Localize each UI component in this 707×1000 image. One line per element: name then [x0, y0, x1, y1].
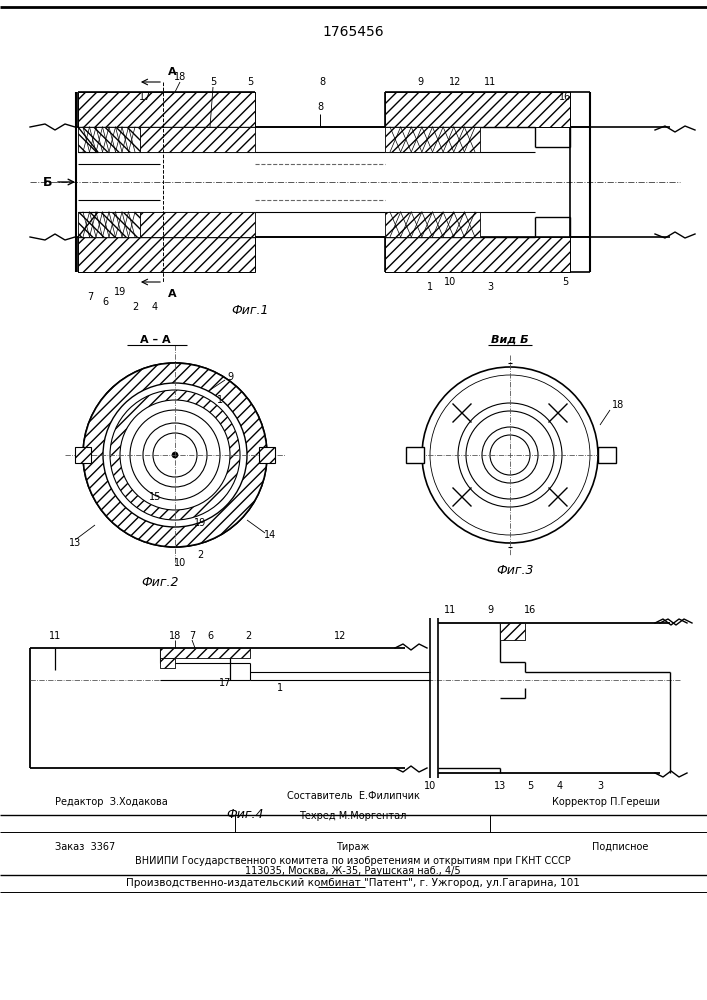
Text: 10: 10: [444, 277, 456, 287]
Text: Б: Б: [42, 176, 52, 188]
Polygon shape: [385, 127, 480, 152]
Text: 2: 2: [132, 302, 138, 312]
Text: Вид Б: Вид Б: [491, 335, 529, 345]
Text: А: А: [168, 67, 177, 77]
Text: Техред М.Моргентал: Техред М.Моргентал: [299, 811, 407, 821]
Circle shape: [120, 400, 230, 510]
Text: Фиг.3: Фиг.3: [496, 564, 534, 576]
Polygon shape: [78, 127, 140, 152]
Circle shape: [482, 427, 538, 483]
Text: 17: 17: [139, 92, 151, 102]
Text: 12: 12: [334, 631, 346, 641]
Polygon shape: [140, 212, 255, 237]
Bar: [598, 447, 616, 463]
Text: 14: 14: [264, 530, 276, 540]
Text: Фиг.2: Фиг.2: [141, 576, 179, 589]
Text: 11: 11: [49, 631, 61, 641]
Text: 113035, Москва, Ж-35, Раушская наб., 4/5: 113035, Москва, Ж-35, Раушская наб., 4/5: [245, 866, 461, 876]
Text: 10: 10: [424, 781, 436, 791]
Text: А – А: А – А: [140, 335, 170, 345]
Circle shape: [422, 367, 598, 543]
Text: Редактор  З.Ходакова: Редактор З.Ходакова: [55, 797, 168, 807]
Text: 1: 1: [277, 683, 283, 693]
Polygon shape: [160, 658, 175, 668]
Text: 2: 2: [197, 550, 203, 560]
Text: 5: 5: [247, 77, 253, 87]
Bar: [75, 447, 91, 463]
Text: 11: 11: [444, 605, 456, 615]
Polygon shape: [78, 212, 140, 237]
Text: Подписное: Подписное: [592, 842, 648, 852]
Polygon shape: [78, 237, 255, 272]
Polygon shape: [385, 92, 570, 127]
Text: Производственно-издательский комбинат "Патент", г. Ужгород, ул.Гагарина, 101: Производственно-издательский комбинат "П…: [126, 879, 580, 888]
Polygon shape: [500, 623, 525, 640]
Circle shape: [83, 363, 267, 547]
Text: 17: 17: [218, 678, 231, 688]
Text: Заказ  3367: Заказ 3367: [55, 842, 115, 852]
Text: А: А: [168, 289, 177, 299]
Text: 8: 8: [319, 77, 325, 87]
Text: 13: 13: [69, 538, 81, 548]
Text: 7: 7: [87, 292, 93, 302]
Text: 1: 1: [427, 282, 433, 292]
Text: 8: 8: [317, 102, 323, 112]
Text: 11: 11: [484, 77, 496, 87]
Circle shape: [153, 433, 197, 477]
Text: 6: 6: [102, 297, 108, 307]
Text: Составитель  Е.Филипчик: Составитель Е.Филипчик: [286, 791, 419, 801]
Text: 9: 9: [487, 605, 493, 615]
Circle shape: [490, 435, 530, 475]
Text: 7: 7: [189, 631, 195, 641]
Bar: [406, 447, 424, 463]
Text: 19: 19: [114, 287, 126, 297]
Text: 5: 5: [527, 781, 533, 791]
Polygon shape: [385, 212, 480, 237]
Text: 12: 12: [449, 77, 461, 87]
Text: 4: 4: [557, 781, 563, 791]
Text: 10: 10: [174, 558, 186, 568]
Circle shape: [466, 411, 554, 499]
Text: 16: 16: [559, 92, 571, 102]
Circle shape: [110, 390, 240, 520]
Circle shape: [143, 423, 207, 487]
Circle shape: [83, 363, 267, 547]
Text: 4: 4: [152, 302, 158, 312]
Circle shape: [103, 383, 247, 527]
Text: 19: 19: [194, 518, 206, 528]
Polygon shape: [140, 127, 255, 152]
Text: 2: 2: [245, 631, 251, 641]
Text: 16: 16: [524, 605, 536, 615]
Text: 6: 6: [207, 631, 213, 641]
Text: 1765456: 1765456: [322, 25, 384, 39]
Text: Тираж: Тираж: [337, 842, 370, 852]
Text: 15: 15: [148, 492, 161, 502]
Circle shape: [172, 452, 178, 458]
Text: 13: 13: [494, 781, 506, 791]
Text: 3: 3: [487, 282, 493, 292]
Polygon shape: [160, 648, 250, 658]
Circle shape: [458, 403, 562, 507]
Text: 5: 5: [562, 277, 568, 287]
Text: 18: 18: [169, 631, 181, 641]
Text: Корректор П.Гереши: Корректор П.Гереши: [552, 797, 660, 807]
Text: 1: 1: [217, 395, 223, 405]
Text: Фиг.4: Фиг.4: [226, 808, 264, 822]
Text: 9: 9: [227, 372, 233, 382]
Circle shape: [130, 410, 220, 500]
Text: 5: 5: [210, 77, 216, 87]
Polygon shape: [78, 92, 255, 127]
Bar: [259, 447, 275, 463]
Text: ВНИИПИ Государственного комитета по изобретениям и открытиям при ГКНТ СССР: ВНИИПИ Государственного комитета по изоб…: [135, 856, 571, 865]
Text: 9: 9: [417, 77, 423, 87]
Text: 18: 18: [612, 400, 624, 410]
Text: 18: 18: [174, 72, 186, 82]
Text: Фиг.1: Фиг.1: [231, 304, 269, 316]
Polygon shape: [385, 237, 570, 272]
Text: 3: 3: [597, 781, 603, 791]
Circle shape: [430, 375, 590, 535]
